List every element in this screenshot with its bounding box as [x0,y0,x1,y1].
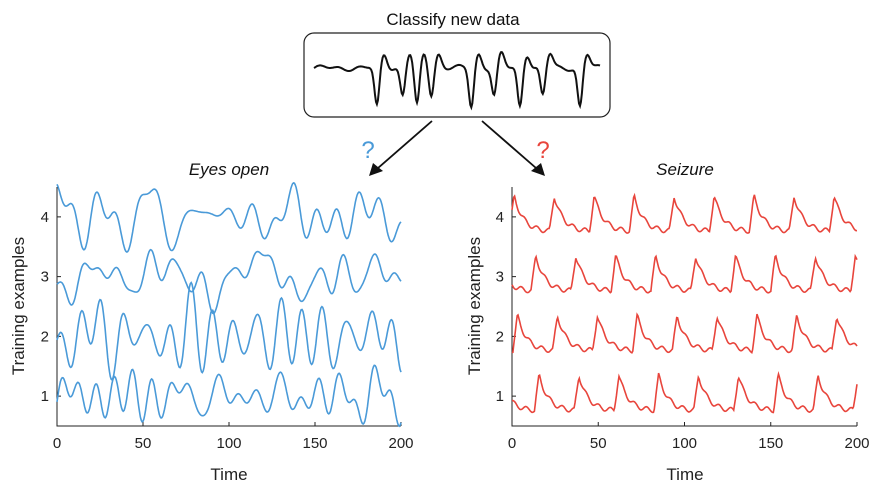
x-tick-label: 150 [302,435,327,452]
eyes-open-ylabel: Training examples [9,237,28,375]
seizure-ylabel: Training examples [465,237,484,375]
question-mark-seizure: ? [536,137,549,164]
eyes-open-title: Eyes open [189,160,269,179]
x-tick-label: 100 [216,435,241,452]
y-tick-label: 2 [41,328,49,345]
eyes-open-chart: Eyes open Time Training examples 0 50 100 1… [9,160,414,484]
x-tick-label: 0 [508,435,516,452]
axis-lines [56,187,401,427]
seizure-xlabel: Time [666,465,703,484]
x-tick-label: 100 [672,435,697,452]
arrow-right [481,120,545,176]
question-mark-eyes-open: ? [361,137,374,164]
seizure-title: Seizure [656,160,714,179]
x-tick-label: 0 [53,435,61,452]
training-example-trace [56,364,402,428]
new-data-box [303,32,611,118]
eyes-open-xlabel: Time [210,465,247,484]
seizure-chart: Seizure Time Training examples 0 50 100 150… [465,160,870,484]
training-example-trace [56,248,402,315]
y-tick-label: 1 [41,388,49,405]
y-tick-label: 4 [496,209,504,226]
training-example-trace [512,371,858,414]
y-tick-label: 1 [496,388,504,405]
y-tick-label: 2 [496,328,504,345]
training-example-trace [511,312,858,354]
y-tick-label: 4 [41,209,49,226]
training-example-trace [56,181,402,253]
classify-title: Classify new data [386,10,520,29]
training-example-trace [56,281,402,381]
training-example-trace [511,253,858,294]
arrow-left [369,120,433,176]
x-tick-label: 150 [758,435,783,452]
y-tick-label: 3 [41,269,49,286]
x-tick-label: 200 [388,435,413,452]
training-example-trace [511,192,858,234]
x-tick-label: 200 [844,435,869,452]
x-tick-label: 50 [135,435,152,452]
x-tick-label: 50 [590,435,607,452]
y-tick-label: 3 [496,269,504,286]
new-data-trace [313,50,601,111]
